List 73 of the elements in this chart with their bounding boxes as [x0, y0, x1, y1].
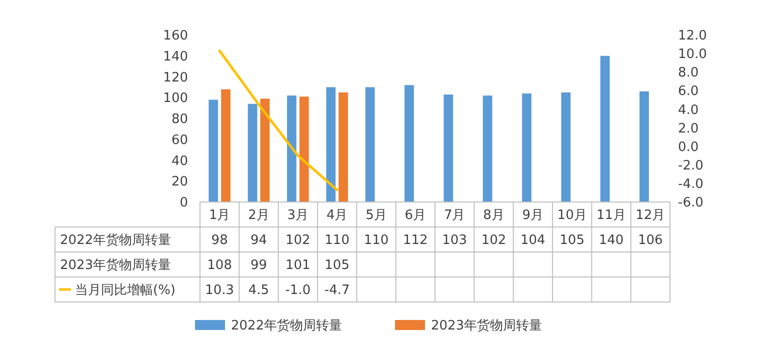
x-tick-label: 12月 [636, 208, 666, 224]
x-tick-label: 7月 [444, 208, 466, 224]
y2-tick-label: 8.0 [678, 66, 699, 81]
y2-tick-label: 2.0 [678, 121, 699, 136]
legend-label: 2022年货物周转量 [231, 318, 342, 334]
data-label: 98 [211, 233, 228, 248]
x-tick-label: 9月 [522, 208, 544, 224]
bar [404, 85, 414, 202]
x-tick-label: 3月 [287, 208, 309, 224]
bar [221, 89, 230, 202]
bar [640, 91, 649, 202]
y2-tick-label: 4.0 [678, 102, 699, 118]
y2-tick-label: -4.0 [678, 176, 704, 192]
x-tick-label: 2月 [248, 208, 270, 224]
bar [338, 92, 348, 202]
data-label: 108 [207, 258, 232, 274]
y-tick-label: 160 [163, 28, 188, 44]
x-tick-label: 6月 [404, 208, 426, 224]
bar [482, 96, 492, 202]
data-label: 99 [250, 258, 268, 274]
bar [260, 98, 270, 202]
y2-tick-label: 0.0 [678, 140, 699, 155]
x-tick-label: 10月 [557, 208, 587, 224]
data-label: 106 [638, 233, 663, 248]
bar [522, 93, 532, 202]
data-label: 112 [403, 233, 428, 248]
y-tick-label: 0 [180, 196, 188, 211]
data-label: 110 [364, 233, 389, 248]
y-tick-label: 40 [171, 154, 188, 169]
y2-tick-label: 12.0 [678, 28, 707, 44]
data-label: 10.3 [205, 283, 234, 298]
data-label: 94 [250, 233, 268, 248]
bar [287, 96, 296, 202]
y2-tick-label: 10.0 [678, 47, 707, 62]
data-label: 104 [520, 233, 546, 248]
bar [444, 94, 454, 202]
x-tick-label: 8月 [483, 208, 504, 224]
y2-tick-label: -6.0 [678, 196, 704, 211]
y-tick-label: 80 [171, 112, 188, 128]
bar [248, 104, 258, 202]
y-tick-label: 20 [171, 174, 188, 190]
data-label: 140 [598, 233, 624, 248]
x-tick-label: 1月 [208, 208, 230, 224]
bar [208, 100, 218, 202]
y-tick-label: 100 [163, 91, 188, 106]
bar [365, 87, 375, 202]
data-label: 4.5 [248, 283, 270, 298]
y2-tick-label: 6.0 [678, 84, 699, 100]
legend-label: 2023年货物周转量 [431, 318, 542, 334]
data-label: 105 [560, 233, 584, 248]
x-tick-label: 4月 [326, 208, 348, 224]
bar [326, 87, 336, 202]
text: 2023年货物周转量 [60, 258, 172, 274]
y2-tick-label: -2.0 [678, 158, 704, 174]
text: 2022年货物周转量 [60, 233, 172, 248]
y-tick-label: 120 [163, 70, 188, 86]
data-label: 101 [286, 258, 310, 274]
data-label: 102 [481, 233, 506, 248]
legend-label: 当月同比增幅(%) [75, 283, 176, 298]
data-label: 110 [324, 233, 350, 248]
x-tick-label: 11月 [596, 208, 626, 224]
y-tick-label: 140 [163, 49, 188, 64]
bar [600, 56, 610, 202]
line-series [218, 50, 338, 192]
bar [299, 96, 309, 202]
x-tick-label: 5月 [366, 208, 387, 224]
data-label: 102 [286, 233, 310, 248]
bar [561, 92, 571, 202]
data-label: 103 [442, 233, 467, 248]
y-tick-label: 60 [171, 132, 188, 148]
data-label: 105 [324, 258, 350, 274]
data-label: -4.7 [324, 283, 350, 298]
data-label: -1.0 [285, 283, 311, 298]
